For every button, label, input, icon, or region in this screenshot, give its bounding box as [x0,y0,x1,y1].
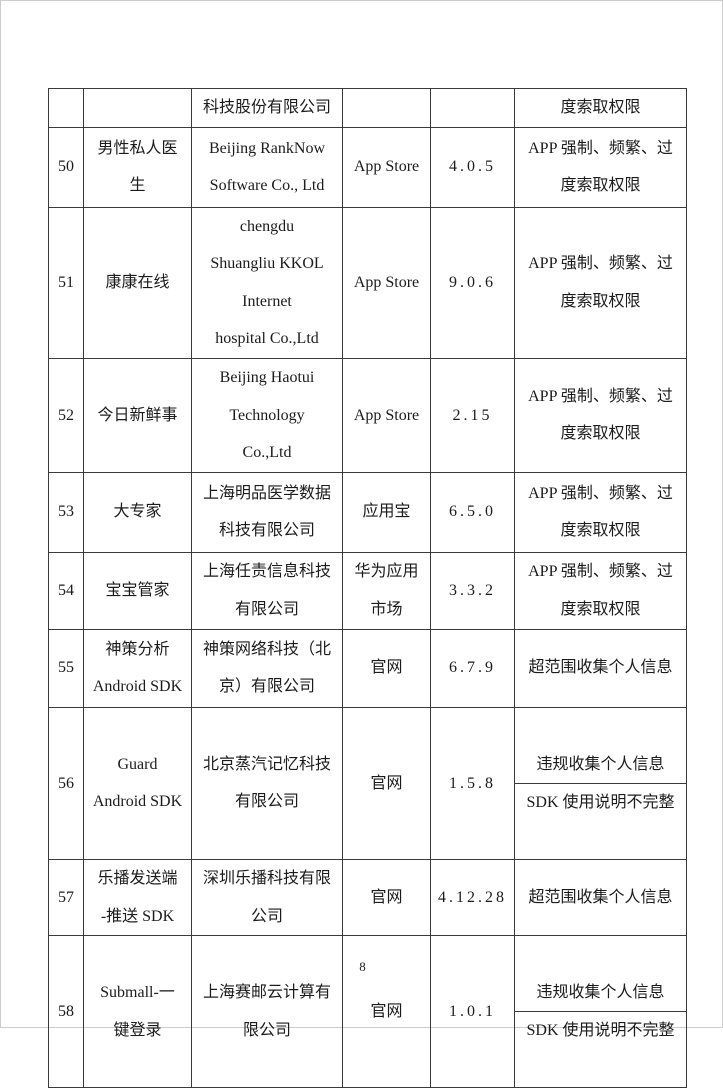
cell-company: 科技股份有限公司 [191,88,343,128]
cell-version: 3.3.2 [430,551,515,630]
issue-item: 违规收集个人信息 [536,755,665,773]
table-row-50: 50 男性私人医 生 Beijing RankNow Software Co.,… [48,126,687,208]
cell-issue: APP 强制、频繁、过 度索取权限 [514,357,687,473]
cell-index: 57 [48,858,84,937]
cell-index [48,88,84,128]
cell-app-name: Guard Android SDK [83,706,192,860]
table-row-55: 55 神策分析 Android SDK 神策网络科技（北 京）有限公司 官网 6… [48,628,687,708]
cell-company: 上海任责信息科技 有限公司 [191,551,343,630]
issue-list: 违规收集个人信息 SDK 使用说明不完整 [515,745,686,821]
issue-list: 违规收集个人信息 SDK 使用说明不完整 [515,974,686,1050]
page-number: 8 [359,959,366,974]
cell-company: Beijing RankNow Software Co., Ltd [191,126,343,208]
cell-version: 6.5.0 [430,471,515,553]
cell-index: 52 [48,357,84,473]
cell-issue: APP 强制、频繁、过 度索取权限 [514,126,687,208]
cell-issue: 超范围收集个人信息 [514,628,687,708]
cell-index: 55 [48,628,84,708]
cell-store: 应用宝 [342,471,431,553]
violation-table: 科技股份有限公司 度索取权限 50 男性私人医 生 Beijing RankNo… [48,88,687,1088]
cell-store: 官网 [342,628,431,708]
cell-app-name: 今日新鲜事 [83,357,192,473]
cell-issue: APP 强制、频繁、过 度索取权限 [514,551,687,630]
cell-issue: APP 强制、频繁、过 度索取权限 [514,206,687,359]
cell-version: 4.12.28 [430,858,515,937]
table-row-56: 56 Guard Android SDK 北京蒸汽记忆科技 有限公司 官网 1.… [48,706,687,860]
cell-app-name: 宝宝管家 [83,551,192,630]
cell-company: chengdu Shuangliu KKOL Internet hospital… [191,206,343,359]
table-row-continuation: 科技股份有限公司 度索取权限 [48,88,687,128]
cell-issue: 度索取权限 [514,88,687,128]
cell-store: 华为应用 市场 [342,551,431,630]
cell-version: 4.0.5 [430,126,515,208]
table-row-57: 57 乐播发送端 -推送 SDK 深圳乐播科技有限 公司 官网 4.12.28 … [48,858,687,937]
cell-app-name: 男性私人医 生 [83,126,192,208]
issue-item: SDK 使用说明不完整 [515,1011,686,1050]
cell-index: 53 [48,471,84,553]
cell-store: App Store [342,126,431,208]
cell-app-name: 康康在线 [83,206,192,359]
cell-store [342,88,431,128]
table-row-52: 52 今日新鲜事 Beijing Haotui Technology Co.,L… [48,357,687,473]
cell-index: 56 [48,706,84,860]
cell-store: 官网 [342,706,431,860]
cell-company: Beijing Haotui Technology Co.,Ltd [191,357,343,473]
cell-company: 深圳乐播科技有限 公司 [191,858,343,937]
cell-index: 50 [48,126,84,208]
cell-app-name [83,88,192,128]
cell-index: 51 [48,206,84,359]
cell-company: 神策网络科技（北 京）有限公司 [191,628,343,708]
cell-issue: APP 强制、频繁、过 度索取权限 [514,471,687,553]
cell-company: 北京蒸汽记忆科技 有限公司 [191,706,343,860]
cell-version [430,88,515,128]
cell-issue: 超范围收集个人信息 [514,858,687,937]
cell-company: 上海明品医学数据 科技有限公司 [191,471,343,553]
issue-item: SDK 使用说明不完整 [515,782,686,822]
cell-app-name: 乐播发送端 -推送 SDK [83,858,192,937]
issue-item: 违规收集个人信息 [536,983,665,1001]
cell-index: 54 [48,551,84,630]
cell-version: 1.5.8 [430,706,515,860]
table-row-51: 51 康康在线 chengdu Shuangliu KKOL Internet … [48,206,687,359]
cell-version: 2.15 [430,357,515,473]
cell-store: 官网 [342,858,431,937]
cell-app-name: 神策分析 Android SDK [83,628,192,708]
cell-version: 9.0.6 [430,206,515,359]
cell-issue: 违规收集个人信息 SDK 使用说明不完整 [514,706,687,860]
cell-app-name: 大专家 [83,471,192,553]
table-row-53: 53 大专家 上海明品医学数据 科技有限公司 应用宝 6.5.0 APP 强制、… [48,471,687,553]
cell-store: App Store [342,357,431,473]
cell-version: 6.7.9 [430,628,515,708]
cell-store: App Store [342,206,431,359]
table-row-54: 54 宝宝管家 上海任责信息科技 有限公司 华为应用 市场 3.3.2 APP … [48,551,687,630]
